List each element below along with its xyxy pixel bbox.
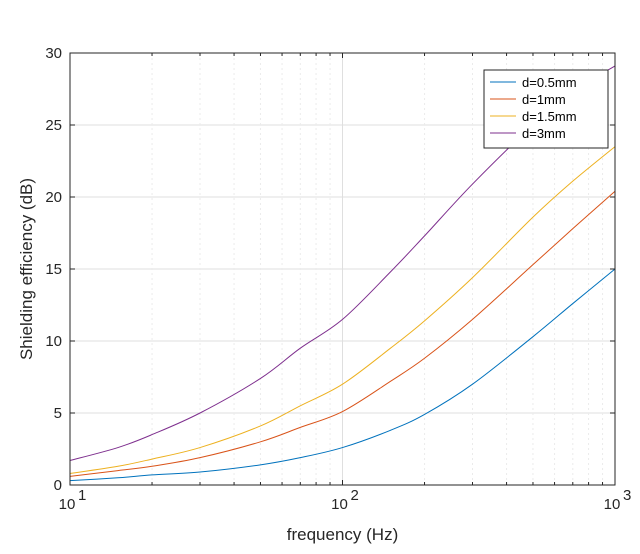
x-tick-label-exponent: 1 <box>78 487 86 504</box>
x-tick-label: 102 <box>331 487 359 513</box>
x-tick-label-exponent: 3 <box>623 487 631 504</box>
legend-entry-d=1.5mm: d=1.5mm <box>522 109 577 124</box>
axes <box>69 52 616 486</box>
y-tick-label: 5 <box>54 405 62 422</box>
legend-entry-d=0.5mm: d=0.5mm <box>522 75 577 90</box>
y-tick-label: 20 <box>45 189 62 206</box>
x-axis-label: frequency (Hz) <box>287 525 398 544</box>
y-axis-label: Shielding efficiency (dB) <box>17 178 36 360</box>
legend: d=0.5mm d=1mm d=1.5mm d=3mm <box>483 69 609 149</box>
series-line-d=0.5mm <box>69 268 616 482</box>
plot-frame <box>69 52 616 486</box>
x-tick-label-exponent: 2 <box>351 487 359 504</box>
legend-entry-d=1mm: d=1mm <box>522 92 566 107</box>
y-tick-label: 15 <box>45 261 62 278</box>
y-tick-label: 30 <box>45 45 62 62</box>
x-tick-label-base: 10 <box>331 496 348 513</box>
y-tick-label: 0 <box>54 477 62 494</box>
series-line-d=1mm <box>69 190 616 477</box>
x-tick-label-base: 10 <box>604 496 621 513</box>
legend-entry-d=3mm: d=3mm <box>522 126 566 141</box>
x-tick-label: 101 <box>59 487 87 513</box>
x-tick-label: 103 <box>604 487 632 513</box>
legend-box <box>483 69 609 149</box>
series-line-d=1.5mm <box>69 146 616 474</box>
y-tick-label: 10 <box>45 333 62 350</box>
x-tick-label-base: 10 <box>59 496 76 513</box>
y-tick-label: 25 <box>45 117 62 134</box>
